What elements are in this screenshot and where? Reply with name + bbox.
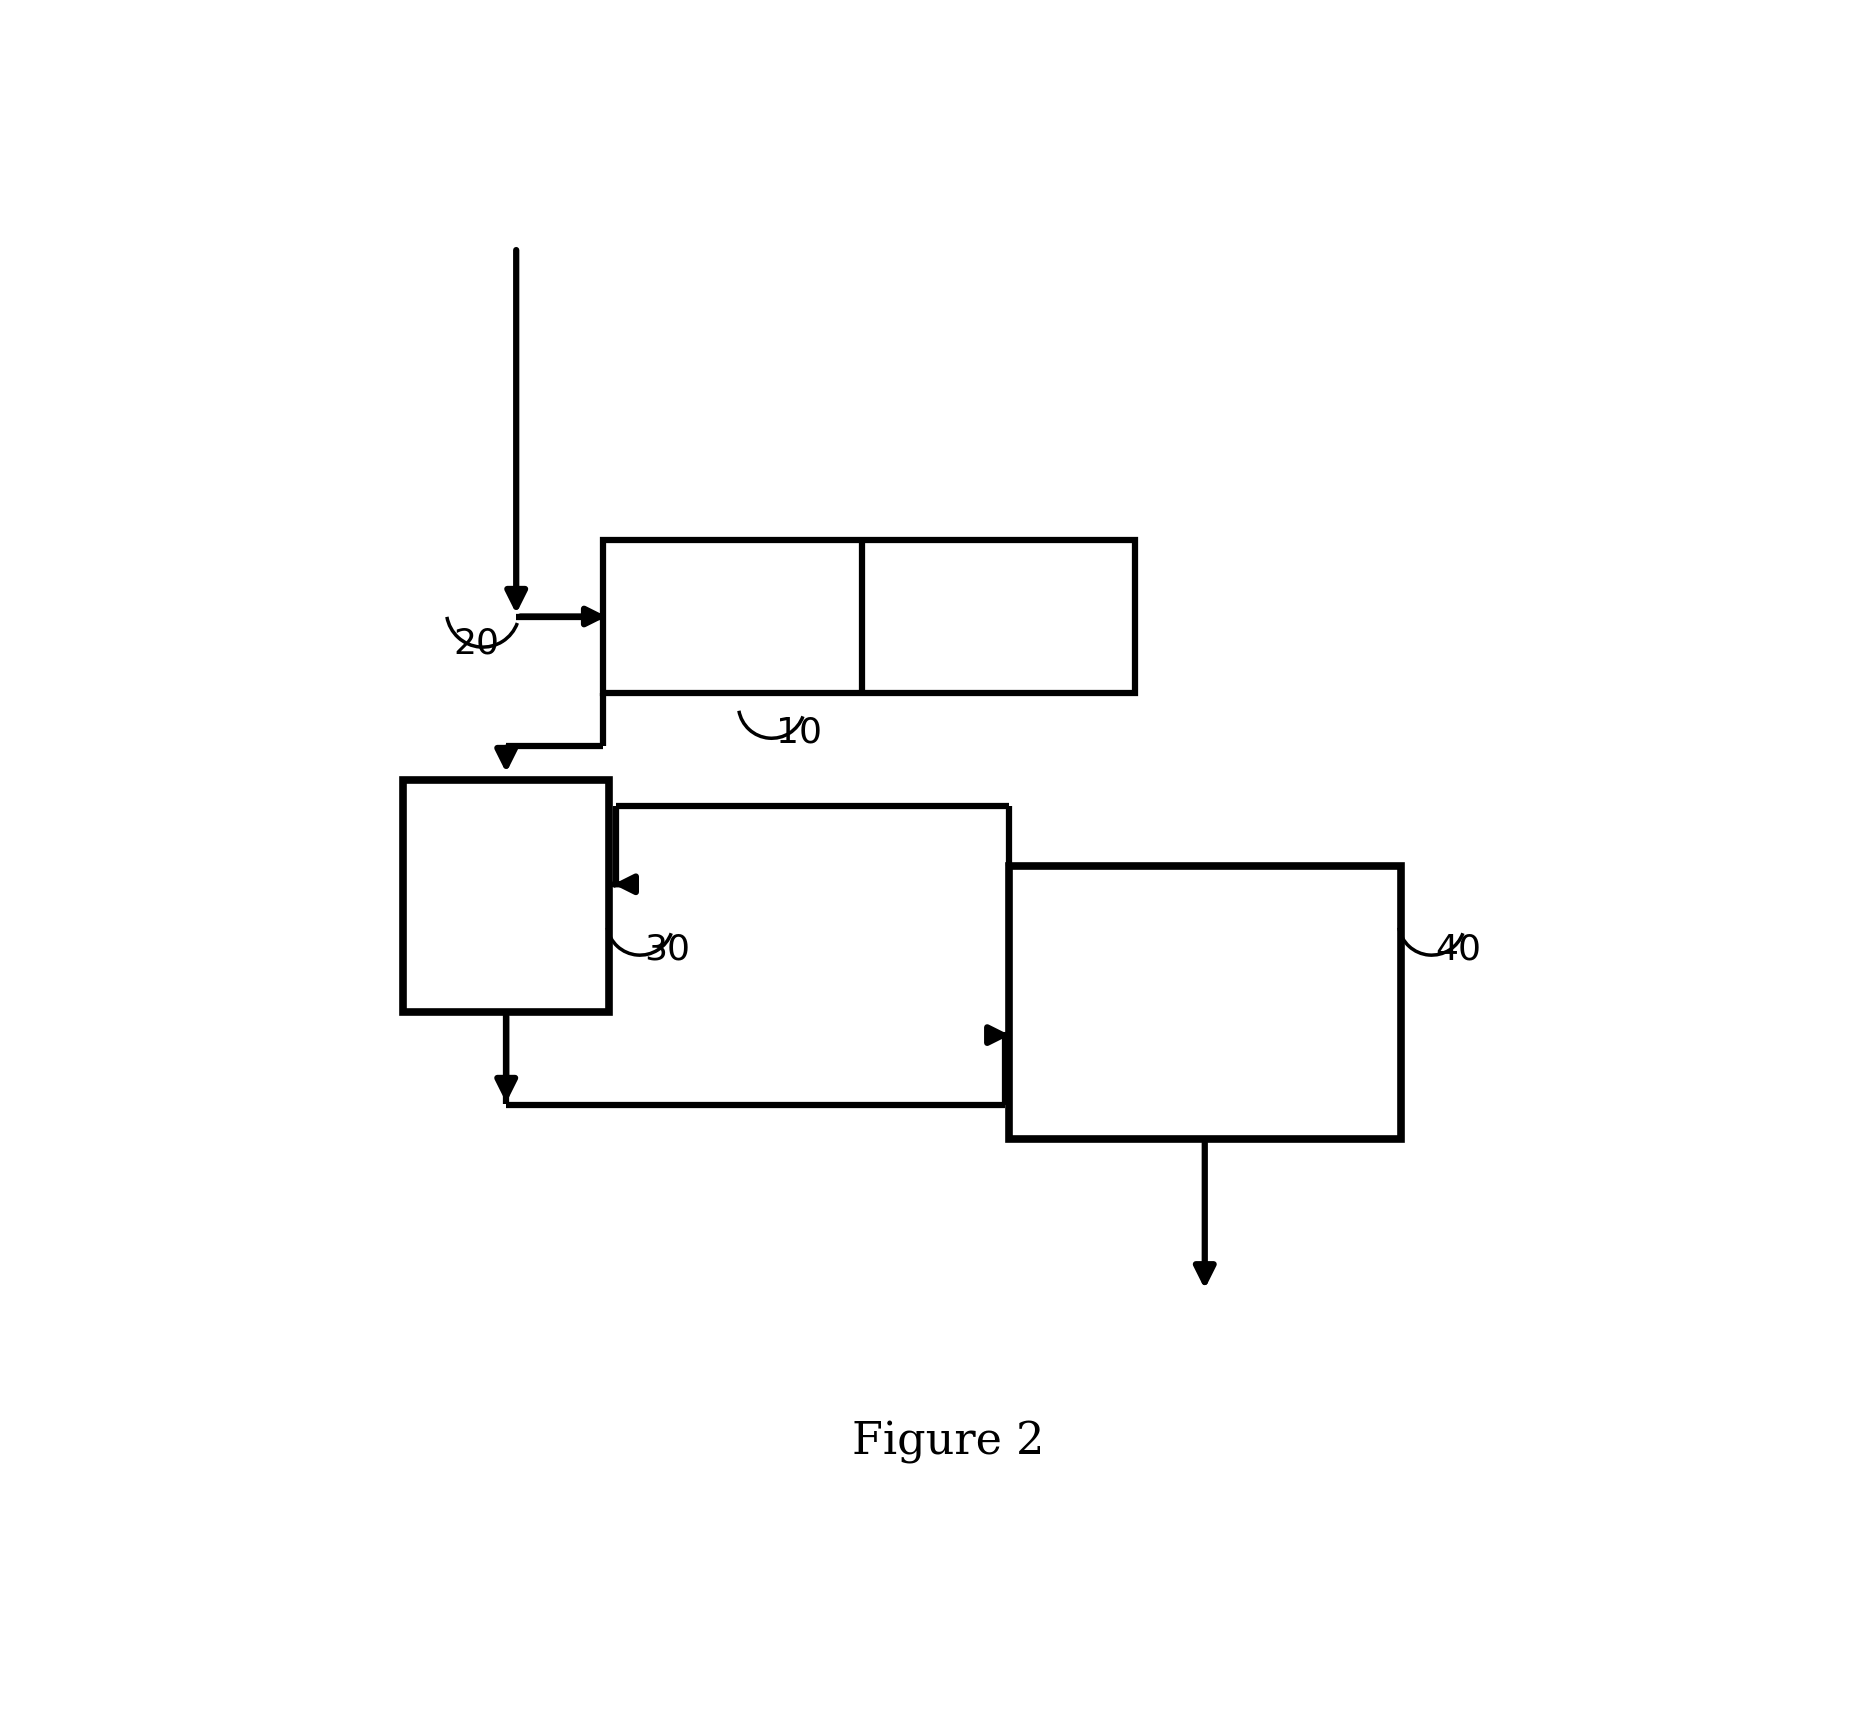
Bar <box>1009 866 1401 1139</box>
Bar <box>603 539 1135 693</box>
Text: Figure 2: Figure 2 <box>853 1420 1044 1464</box>
Text: 30: 30 <box>644 933 690 966</box>
Text: 40: 40 <box>1436 933 1481 966</box>
Text: 10: 10 <box>776 715 822 750</box>
Bar <box>404 779 609 1013</box>
Text: 20: 20 <box>453 627 500 660</box>
